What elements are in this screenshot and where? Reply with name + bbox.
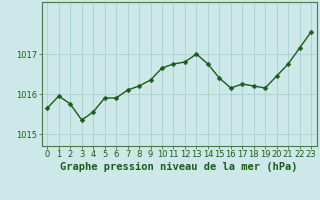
- X-axis label: Graphe pression niveau de la mer (hPa): Graphe pression niveau de la mer (hPa): [60, 162, 298, 172]
